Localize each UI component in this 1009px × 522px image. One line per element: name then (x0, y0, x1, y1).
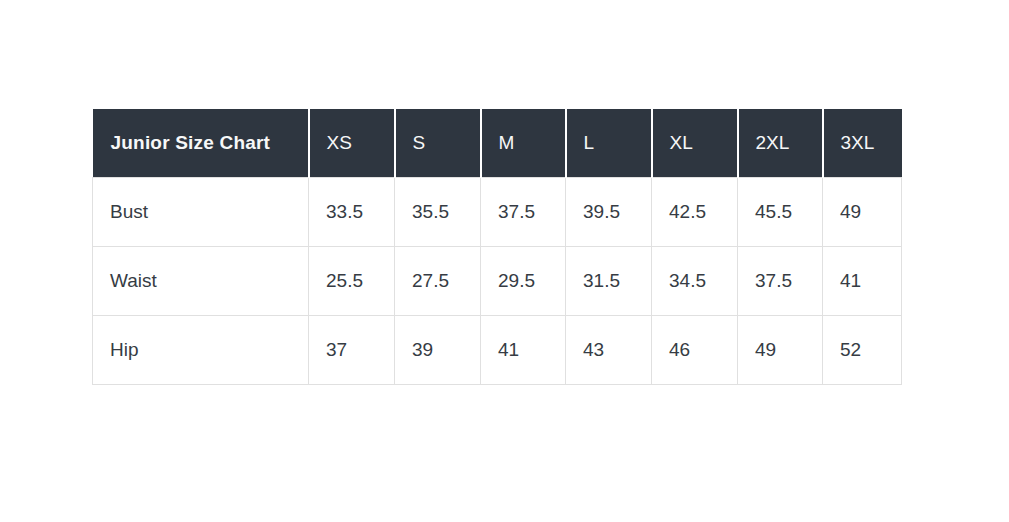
size-header-3xl: 3XL (823, 109, 902, 177)
junior-size-chart-table: Junior Size Chart XS S M L XL 2XL 3XL Bu… (92, 109, 902, 385)
bust-value-2xl: 45.5 (738, 177, 823, 246)
row-label-waist: Waist (93, 246, 309, 315)
row-label-hip: Hip (93, 315, 309, 384)
waist-value-s: 27.5 (395, 246, 481, 315)
bust-value-s: 35.5 (395, 177, 481, 246)
size-header-m: M (481, 109, 566, 177)
waist-value-3xl: 41 (823, 246, 902, 315)
waist-value-m: 29.5 (481, 246, 566, 315)
bust-value-l: 39.5 (566, 177, 652, 246)
size-header-s: S (395, 109, 481, 177)
size-chart-title: Junior Size Chart (93, 109, 309, 177)
waist-value-2xl: 37.5 (738, 246, 823, 315)
bust-value-3xl: 49 (823, 177, 902, 246)
table-row-waist: Waist 25.5 27.5 29.5 31.5 34.5 37.5 41 (93, 246, 902, 315)
page-background: Junior Size Chart XS S M L XL 2XL 3XL Bu… (0, 0, 1009, 522)
hip-value-s: 39 (395, 315, 481, 384)
table-row-hip: Hip 37 39 41 43 46 49 52 (93, 315, 902, 384)
bust-value-xl: 42.5 (652, 177, 738, 246)
bust-value-m: 37.5 (481, 177, 566, 246)
hip-value-m: 41 (481, 315, 566, 384)
table-row-bust: Bust 33.5 35.5 37.5 39.5 42.5 45.5 49 (93, 177, 902, 246)
hip-value-xs: 37 (309, 315, 395, 384)
waist-value-l: 31.5 (566, 246, 652, 315)
waist-value-xl: 34.5 (652, 246, 738, 315)
size-header-xl: XL (652, 109, 738, 177)
waist-value-xs: 25.5 (309, 246, 395, 315)
size-header-2xl: 2XL (738, 109, 823, 177)
size-chart-header-row: Junior Size Chart XS S M L XL 2XL 3XL (93, 109, 902, 177)
hip-value-3xl: 52 (823, 315, 902, 384)
hip-value-l: 43 (566, 315, 652, 384)
bust-value-xs: 33.5 (309, 177, 395, 246)
size-header-l: L (566, 109, 652, 177)
hip-value-2xl: 49 (738, 315, 823, 384)
size-header-xs: XS (309, 109, 395, 177)
row-label-bust: Bust (93, 177, 309, 246)
hip-value-xl: 46 (652, 315, 738, 384)
